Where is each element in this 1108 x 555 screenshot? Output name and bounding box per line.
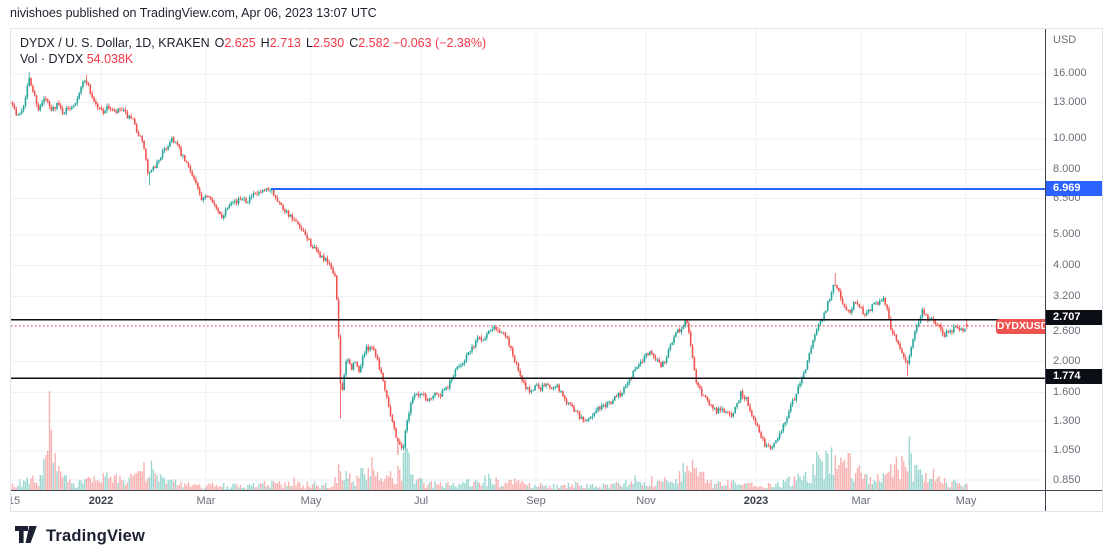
price-tick-10.000: 10.000 <box>1053 132 1087 144</box>
legend-volume-label: Vol · DYDX <box>20 52 84 66</box>
gridlines <box>11 29 1045 491</box>
legend-ohlc: O2.625 H2.713 L2.530 C2.582 −0.063 (−2.38%) <box>210 36 486 50</box>
tradingview-logo-icon <box>15 526 37 543</box>
price-level-badge-2.707: 2.707 <box>1046 310 1102 325</box>
time-tick-May: May <box>955 495 977 507</box>
candlestick-chart[interactable] <box>11 29 1045 491</box>
price-tick-3.200: 3.200 <box>1053 290 1081 302</box>
legend-symbol-title: DYDX / U. S. Dollar, 1D, KRAKEN <box>20 36 210 50</box>
price-tick-1.300: 1.300 <box>1053 415 1081 427</box>
price-tick-5.000: 5.000 <box>1053 228 1081 240</box>
chart-legend[interactable]: DYDX / U. S. Dollar, 1D, KRAKEN O2.625 H2.… <box>20 35 486 67</box>
legend-ohlc-key: C <box>349 36 359 50</box>
time-tick-2023: 2023 <box>743 495 769 507</box>
price-tick-1.600: 1.600 <box>1053 386 1081 398</box>
time-tick-Sep: Sep <box>526 495 546 507</box>
price-axis-unit: USD <box>1053 34 1077 46</box>
time-tick-15: 15 <box>11 495 21 507</box>
legend-volume-row: Vol · DYDX 54.038K <box>20 51 486 67</box>
legend-volume-value: 54.038K <box>86 52 134 66</box>
time-tick-2022: 2022 <box>88 495 114 507</box>
price-axis[interactable]: USD 16.000 13.000 10.000 8.000 6.500 5.000 4.0… <box>1045 29 1102 491</box>
legend-change: −0.063 (−2.38%) <box>389 36 487 50</box>
price-tick-4.000: 4.000 <box>1053 259 1081 271</box>
legend-ohlc-row: DYDX / U. S. Dollar, 1D, KRAKEN O2.625 H2.… <box>20 35 486 51</box>
time-tick-Nov: Nov <box>636 495 656 507</box>
legend-ohlc-value: 2.582 <box>358 36 390 50</box>
time-tick-May: May <box>300 495 322 507</box>
price-tick-0.850: 0.850 <box>1053 474 1081 486</box>
symbol-price-badge: DYDXUSD <box>996 319 1045 334</box>
legend-ohlc-key: H <box>260 36 270 50</box>
legend-ohlc-key: O <box>214 36 225 50</box>
price-tick-1.050: 1.050 <box>1053 444 1081 456</box>
publish-header: nivishoes published on TradingView.com, … <box>10 6 377 20</box>
legend-ohlc-value: 2.530 <box>312 36 345 50</box>
level-lines <box>11 187 1045 379</box>
time-axis[interactable]: 15 2022 Mar May Jul Sep Nov 2023 Mar May <box>11 490 1102 511</box>
price-tick-8.000: 8.000 <box>1053 163 1081 175</box>
time-tick-Mar: Mar <box>851 495 871 507</box>
price-tick-16.000: 16.000 <box>1053 67 1087 79</box>
axis-corner-separator <box>1045 491 1046 511</box>
time-tick-Jul: Jul <box>413 495 429 507</box>
chart-widget: DYDXUSD DYDX / U. S. Dollar, 1D, KRAKEN O… <box>10 28 1103 512</box>
time-tick-Mar: Mar <box>196 495 216 507</box>
legend-ohlc-key: L <box>305 36 313 50</box>
legend-ohlc-value: 2.625 <box>224 36 256 50</box>
price-tick-13.000: 13.000 <box>1053 96 1087 108</box>
tradingview-wordmark: TradingView <box>46 526 146 545</box>
price-tick-2.000: 2.000 <box>1053 355 1081 367</box>
legend-ohlc-value: 2.713 <box>269 36 301 50</box>
volume-bars <box>11 390 968 491</box>
candles <box>11 72 968 455</box>
price-tick-2.600: 2.600 <box>1053 325 1081 337</box>
brand-footer[interactable]: TradingView <box>14 523 145 549</box>
price-level-badge-6.969: 6.969 <box>1046 181 1102 196</box>
price-level-badge-1.774: 1.774 <box>1046 369 1102 384</box>
chart-pane[interactable]: DYDXUSD DYDX / U. S. Dollar, 1D, KRAKEN O… <box>11 29 1045 491</box>
